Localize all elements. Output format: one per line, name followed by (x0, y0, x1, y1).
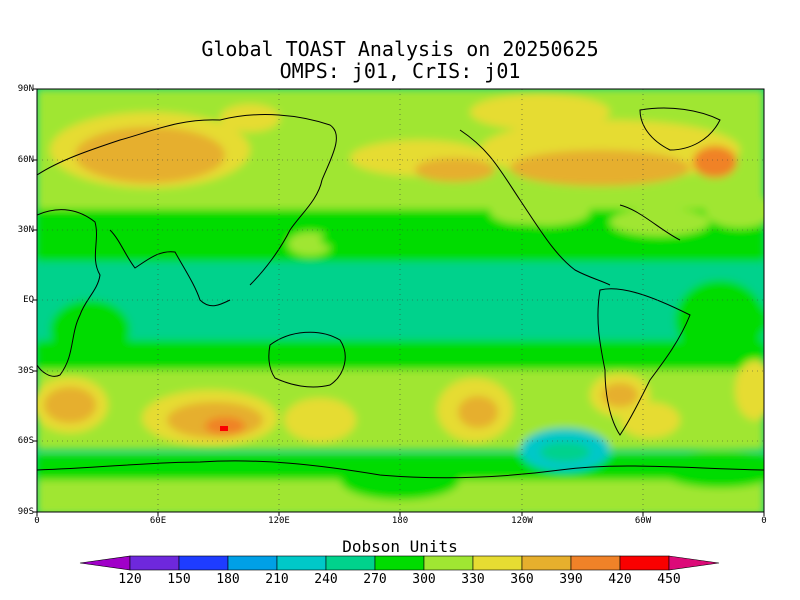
colorbar-level-label: 150 (167, 572, 191, 587)
colorbar-level-label: 270 (363, 572, 387, 587)
lat-label-60n: 60N (17, 155, 34, 165)
colorbar-box (325, 555, 376, 571)
colorbar-box (227, 555, 278, 571)
colorbar-units: Dobson Units (342, 537, 458, 556)
colorbar-level-label: 180 (216, 572, 240, 587)
map-subtitle: OMPS: j01, CrIS: j01 (279, 59, 521, 83)
colorbar-box (619, 555, 670, 571)
colorbar-box (570, 555, 621, 571)
ozone-field (37, 89, 764, 512)
colorbar-box (129, 555, 180, 571)
lon-label-120e: 120E (268, 516, 290, 526)
lat-label-60s: 60S (17, 436, 34, 446)
lon-label-180: 180 (391, 516, 409, 526)
colorbar (79, 555, 720, 571)
lon-label-60w: 60W (634, 516, 652, 526)
lat-label-30n: 30N (17, 225, 34, 235)
colorbar-tip-low (79, 555, 131, 571)
colorbar-level-label: 390 (559, 572, 583, 587)
lon-label-0-east: 0 (761, 516, 767, 526)
colorbar-level-label: 210 (265, 572, 289, 587)
colorbar-level-label: 450 (657, 572, 681, 587)
lon-label-120w: 120W (511, 516, 533, 526)
lat-label-eq: EQ (23, 295, 34, 305)
colorbar-box (276, 555, 327, 571)
colorbar-tip-high (668, 555, 720, 571)
axis-ticks (33, 88, 765, 516)
colorbar-level-label: 300 (412, 572, 436, 587)
colorbar-box (423, 555, 474, 571)
lon-label-60e: 60E (149, 516, 167, 526)
graticule (37, 89, 764, 512)
colorbar-box (374, 555, 425, 571)
lat-label-90s: 90S (17, 507, 34, 517)
lat-label-30s: 30S (17, 366, 34, 376)
lat-label-90n: 90N (17, 84, 34, 94)
colorbar-level-label: 330 (461, 572, 485, 587)
lon-label-0: 0 (34, 516, 40, 526)
colorbar-level-label: 240 (314, 572, 338, 587)
map-title: Global TOAST Analysis on 20250625 (201, 37, 599, 61)
colorbar-level-label: 360 (510, 572, 534, 587)
colorbar-box (178, 555, 229, 571)
colorbar-level-label: 120 (118, 572, 142, 587)
coastlines (37, 107, 764, 479)
colorbar-box (472, 555, 523, 571)
colorbar-level-label: 420 (608, 572, 632, 587)
colorbar-box (521, 555, 572, 571)
